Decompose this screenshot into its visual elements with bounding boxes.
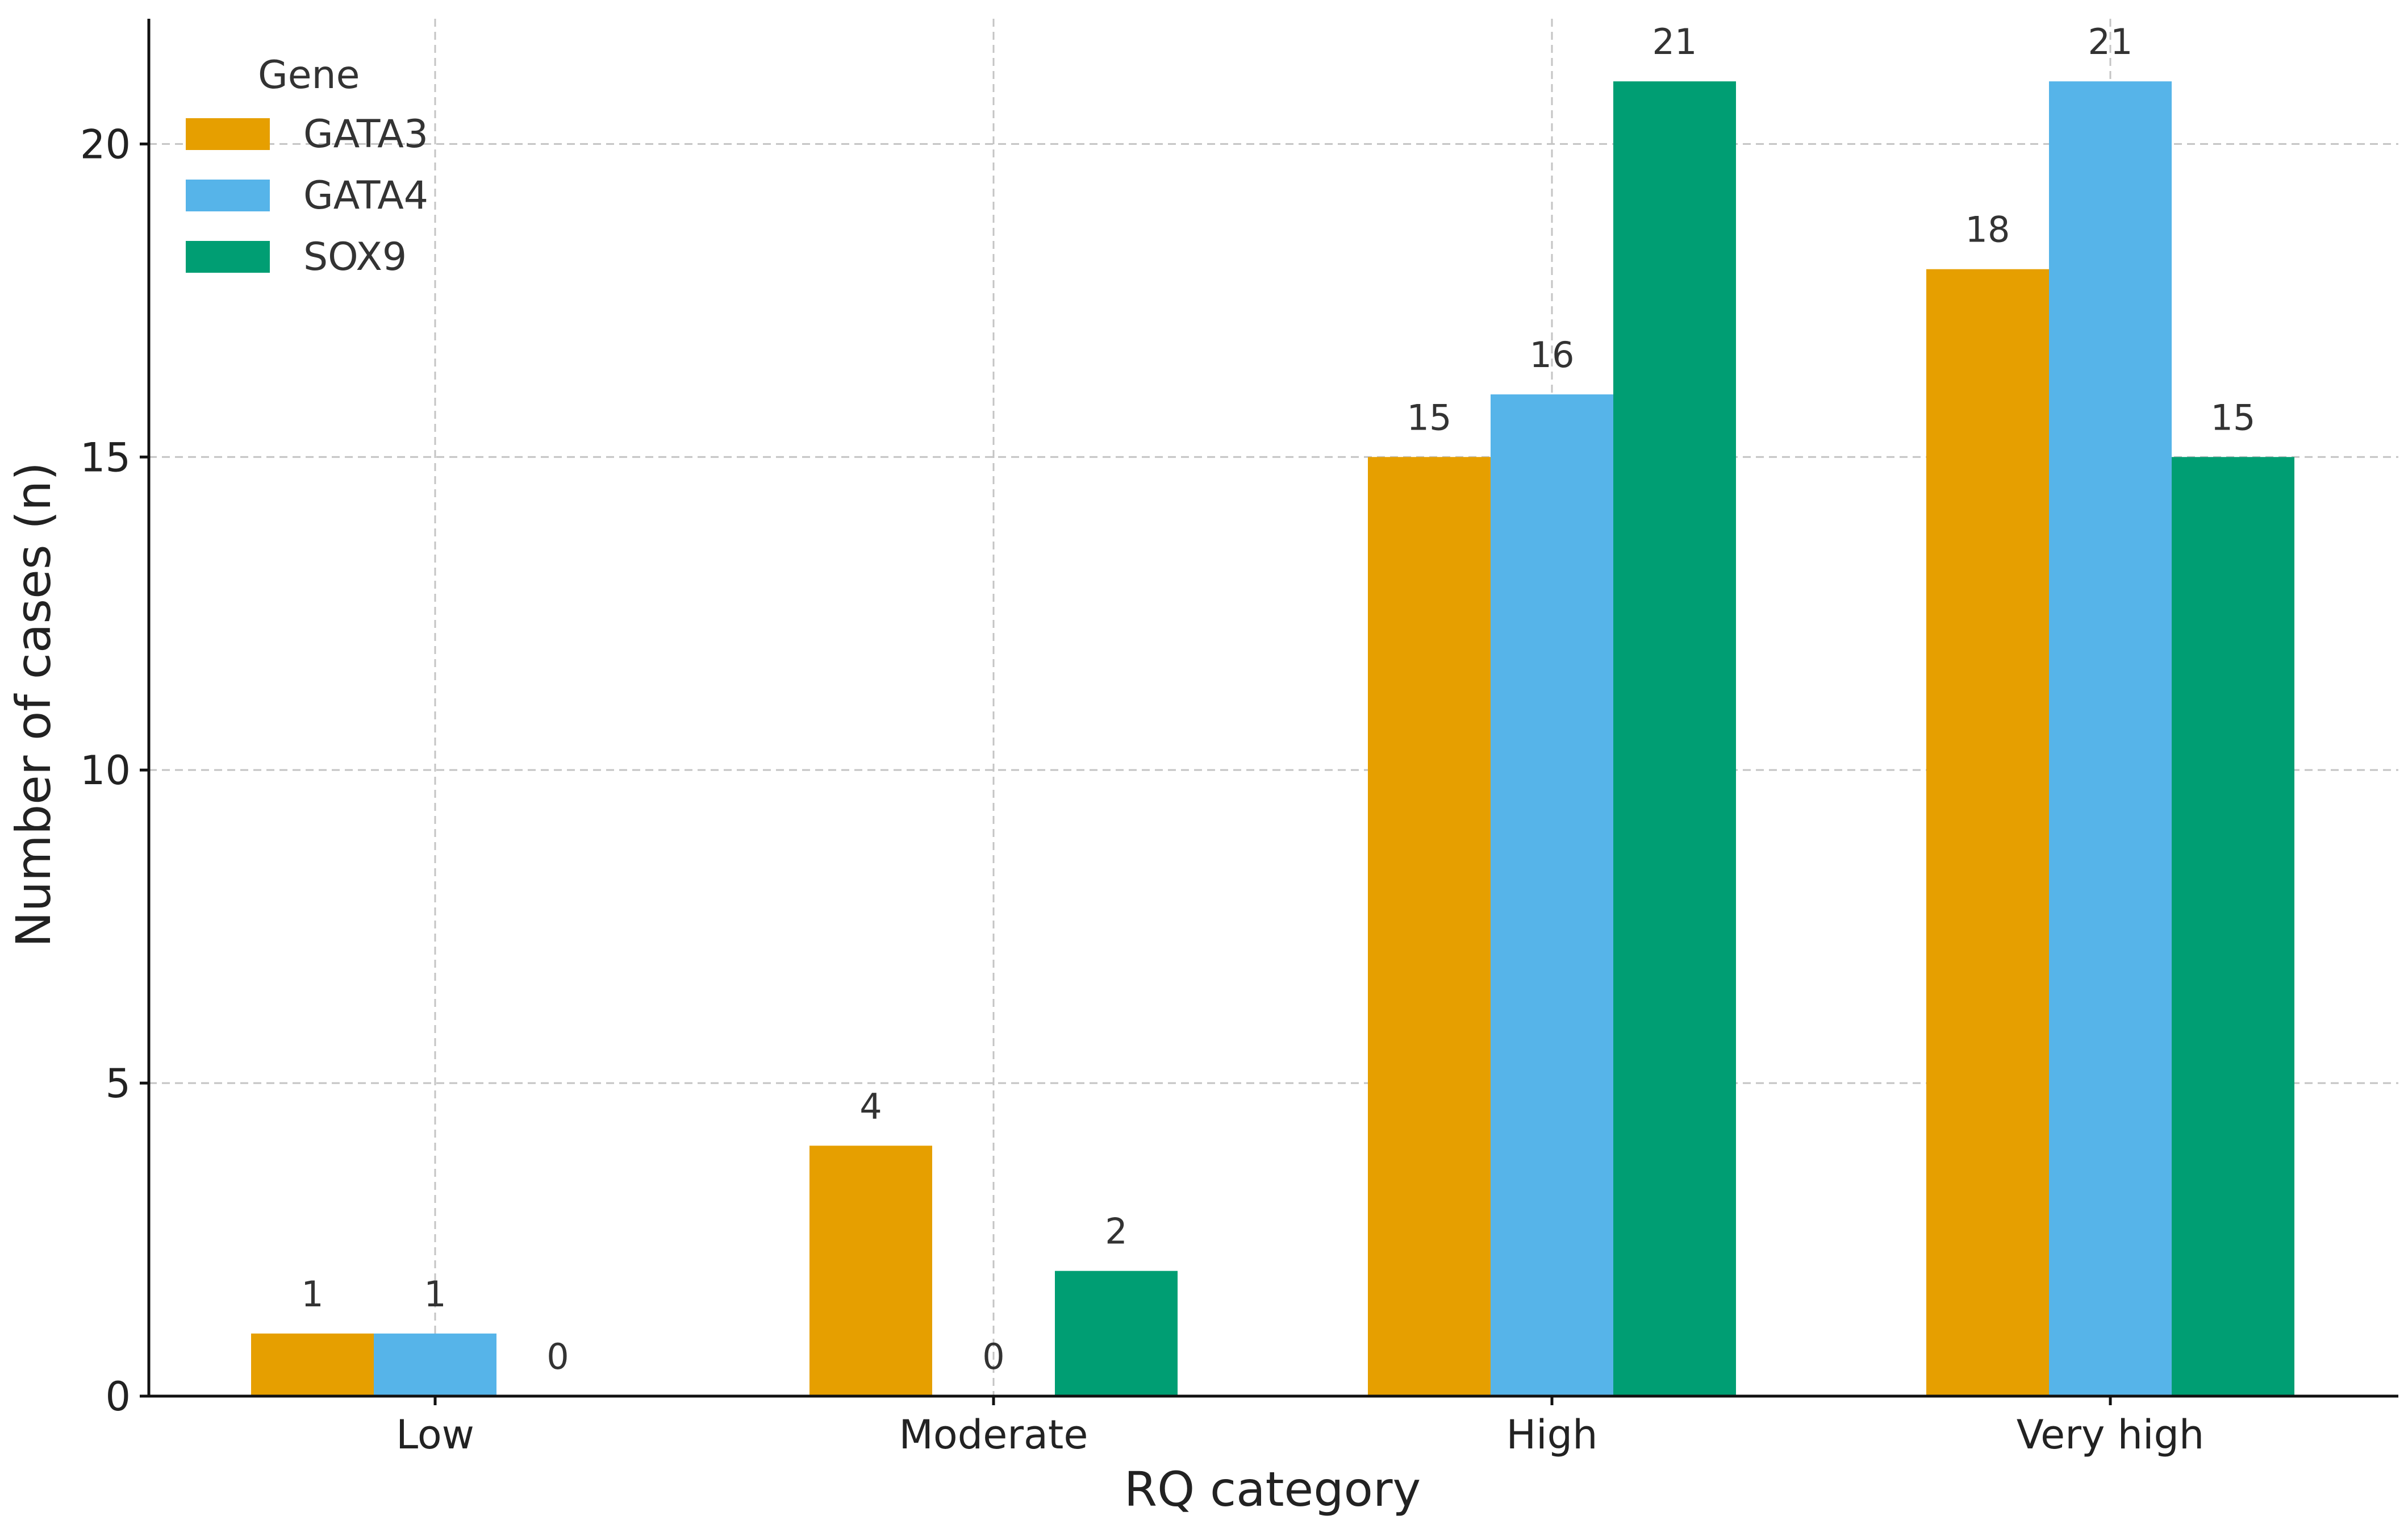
y-axis-title: Number of cases (n) bbox=[6, 462, 61, 947]
x-tick-label: Low bbox=[396, 1411, 474, 1458]
y-tick-label: 10 bbox=[80, 747, 131, 794]
legend-swatch-sox9 bbox=[186, 241, 270, 273]
legend-label-gata3: GATA3 bbox=[303, 112, 428, 157]
bars-group bbox=[251, 81, 2294, 1397]
data-label: 16 bbox=[1530, 334, 1575, 376]
axes-group bbox=[147, 19, 2398, 1398]
legend-swatch-gata4 bbox=[186, 180, 270, 211]
y-tick-label: 5 bbox=[105, 1060, 131, 1107]
y-tick-label: 20 bbox=[80, 121, 131, 168]
x-axis-title: RQ category bbox=[1124, 1461, 1421, 1517]
bar-gata3-moderate bbox=[809, 1146, 932, 1396]
data-label: 0 bbox=[546, 1336, 569, 1377]
data-label: 15 bbox=[2211, 397, 2256, 438]
data-label: 21 bbox=[2088, 21, 2133, 63]
bar-sox9-moderate bbox=[1055, 1271, 1178, 1396]
data-label: 18 bbox=[1965, 209, 2010, 251]
legend-swatch-gata3 bbox=[186, 118, 270, 150]
x-tick-label: High bbox=[1506, 1411, 1598, 1458]
legend-label-sox9: SOX9 bbox=[303, 235, 407, 280]
legend-label-gata4: GATA4 bbox=[303, 173, 428, 218]
bar-gata4-low bbox=[374, 1333, 496, 1396]
bar-gata3-high bbox=[1368, 457, 1491, 1396]
y-tick-labels: 0 5 10 15 20 bbox=[80, 121, 149, 1420]
bar-gata3-very-high bbox=[1926, 269, 2049, 1396]
bar-gata4-high bbox=[1491, 394, 1613, 1397]
x-tick-label: Moderate bbox=[899, 1411, 1088, 1458]
bar-sox9-high bbox=[1613, 81, 1736, 1396]
legend-items: GATA3 GATA4 SOX9 bbox=[186, 112, 428, 280]
data-label: 2 bbox=[1105, 1211, 1127, 1252]
bar-gata4-very-high bbox=[2049, 81, 2172, 1396]
legend: Gene GATA3 GATA4 SOX9 bbox=[186, 53, 428, 280]
data-label: 1 bbox=[301, 1273, 323, 1315]
x-tick-label: Very high bbox=[2017, 1411, 2205, 1458]
data-labels-group: 1 4 15 18 1 0 16 21 0 2 21 15 bbox=[301, 21, 2255, 1377]
data-label: 0 bbox=[982, 1336, 1004, 1377]
bar-gata3-low bbox=[251, 1333, 374, 1396]
data-label: 15 bbox=[1407, 397, 1452, 438]
y-tick-label: 0 bbox=[105, 1373, 131, 1420]
y-tick-label: 15 bbox=[80, 434, 131, 481]
data-label: 1 bbox=[424, 1273, 446, 1315]
data-label: 21 bbox=[1652, 21, 1697, 63]
x-tick-labels: Low Moderate High Very high bbox=[396, 1396, 2204, 1458]
data-label: 4 bbox=[859, 1085, 882, 1127]
legend-title: Gene bbox=[258, 53, 360, 98]
bar-sox9-very-high bbox=[2172, 457, 2294, 1396]
